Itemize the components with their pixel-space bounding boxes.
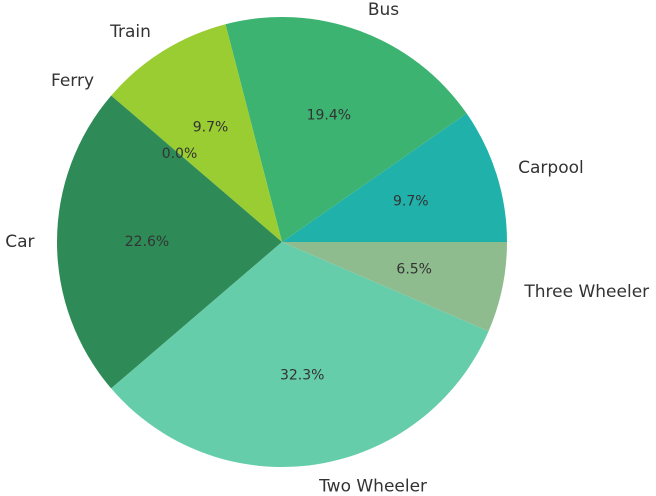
pie-labels: Carpool 9.7% Bus 19.4% Train 9.7% Ferry 0.0% Car… (5, 0, 649, 496)
slice-carpool (282, 113, 507, 242)
category-label-ferry: Ferry (51, 71, 94, 91)
category-label-bus: Bus (368, 0, 399, 20)
percent-label-bus: 19.4% (307, 107, 351, 123)
category-label-carpool: Carpool (518, 158, 584, 178)
category-label-two-wheeler: Two Wheeler (318, 477, 427, 496)
percent-label-car: 22.6% (125, 234, 169, 250)
slice-train (111, 24, 283, 242)
slice-bus (225, 17, 467, 242)
category-label-car: Car (5, 232, 34, 252)
percent-label-train: 9.7% (193, 119, 229, 135)
percent-label-two-wheeler: 32.3% (280, 367, 324, 383)
category-label-three-wheeler: Three Wheeler (523, 282, 649, 302)
percent-label-ferry: 0.0% (162, 146, 198, 162)
percent-label-three-wheeler: 6.5% (396, 261, 432, 277)
category-label-train: Train (109, 22, 151, 42)
slice-two-wheeler (111, 242, 489, 467)
percent-label-carpool: 9.7% (393, 194, 429, 210)
slice-car (56, 95, 282, 389)
pie-slices (56, 17, 507, 467)
slice-three-wheeler (282, 242, 507, 332)
